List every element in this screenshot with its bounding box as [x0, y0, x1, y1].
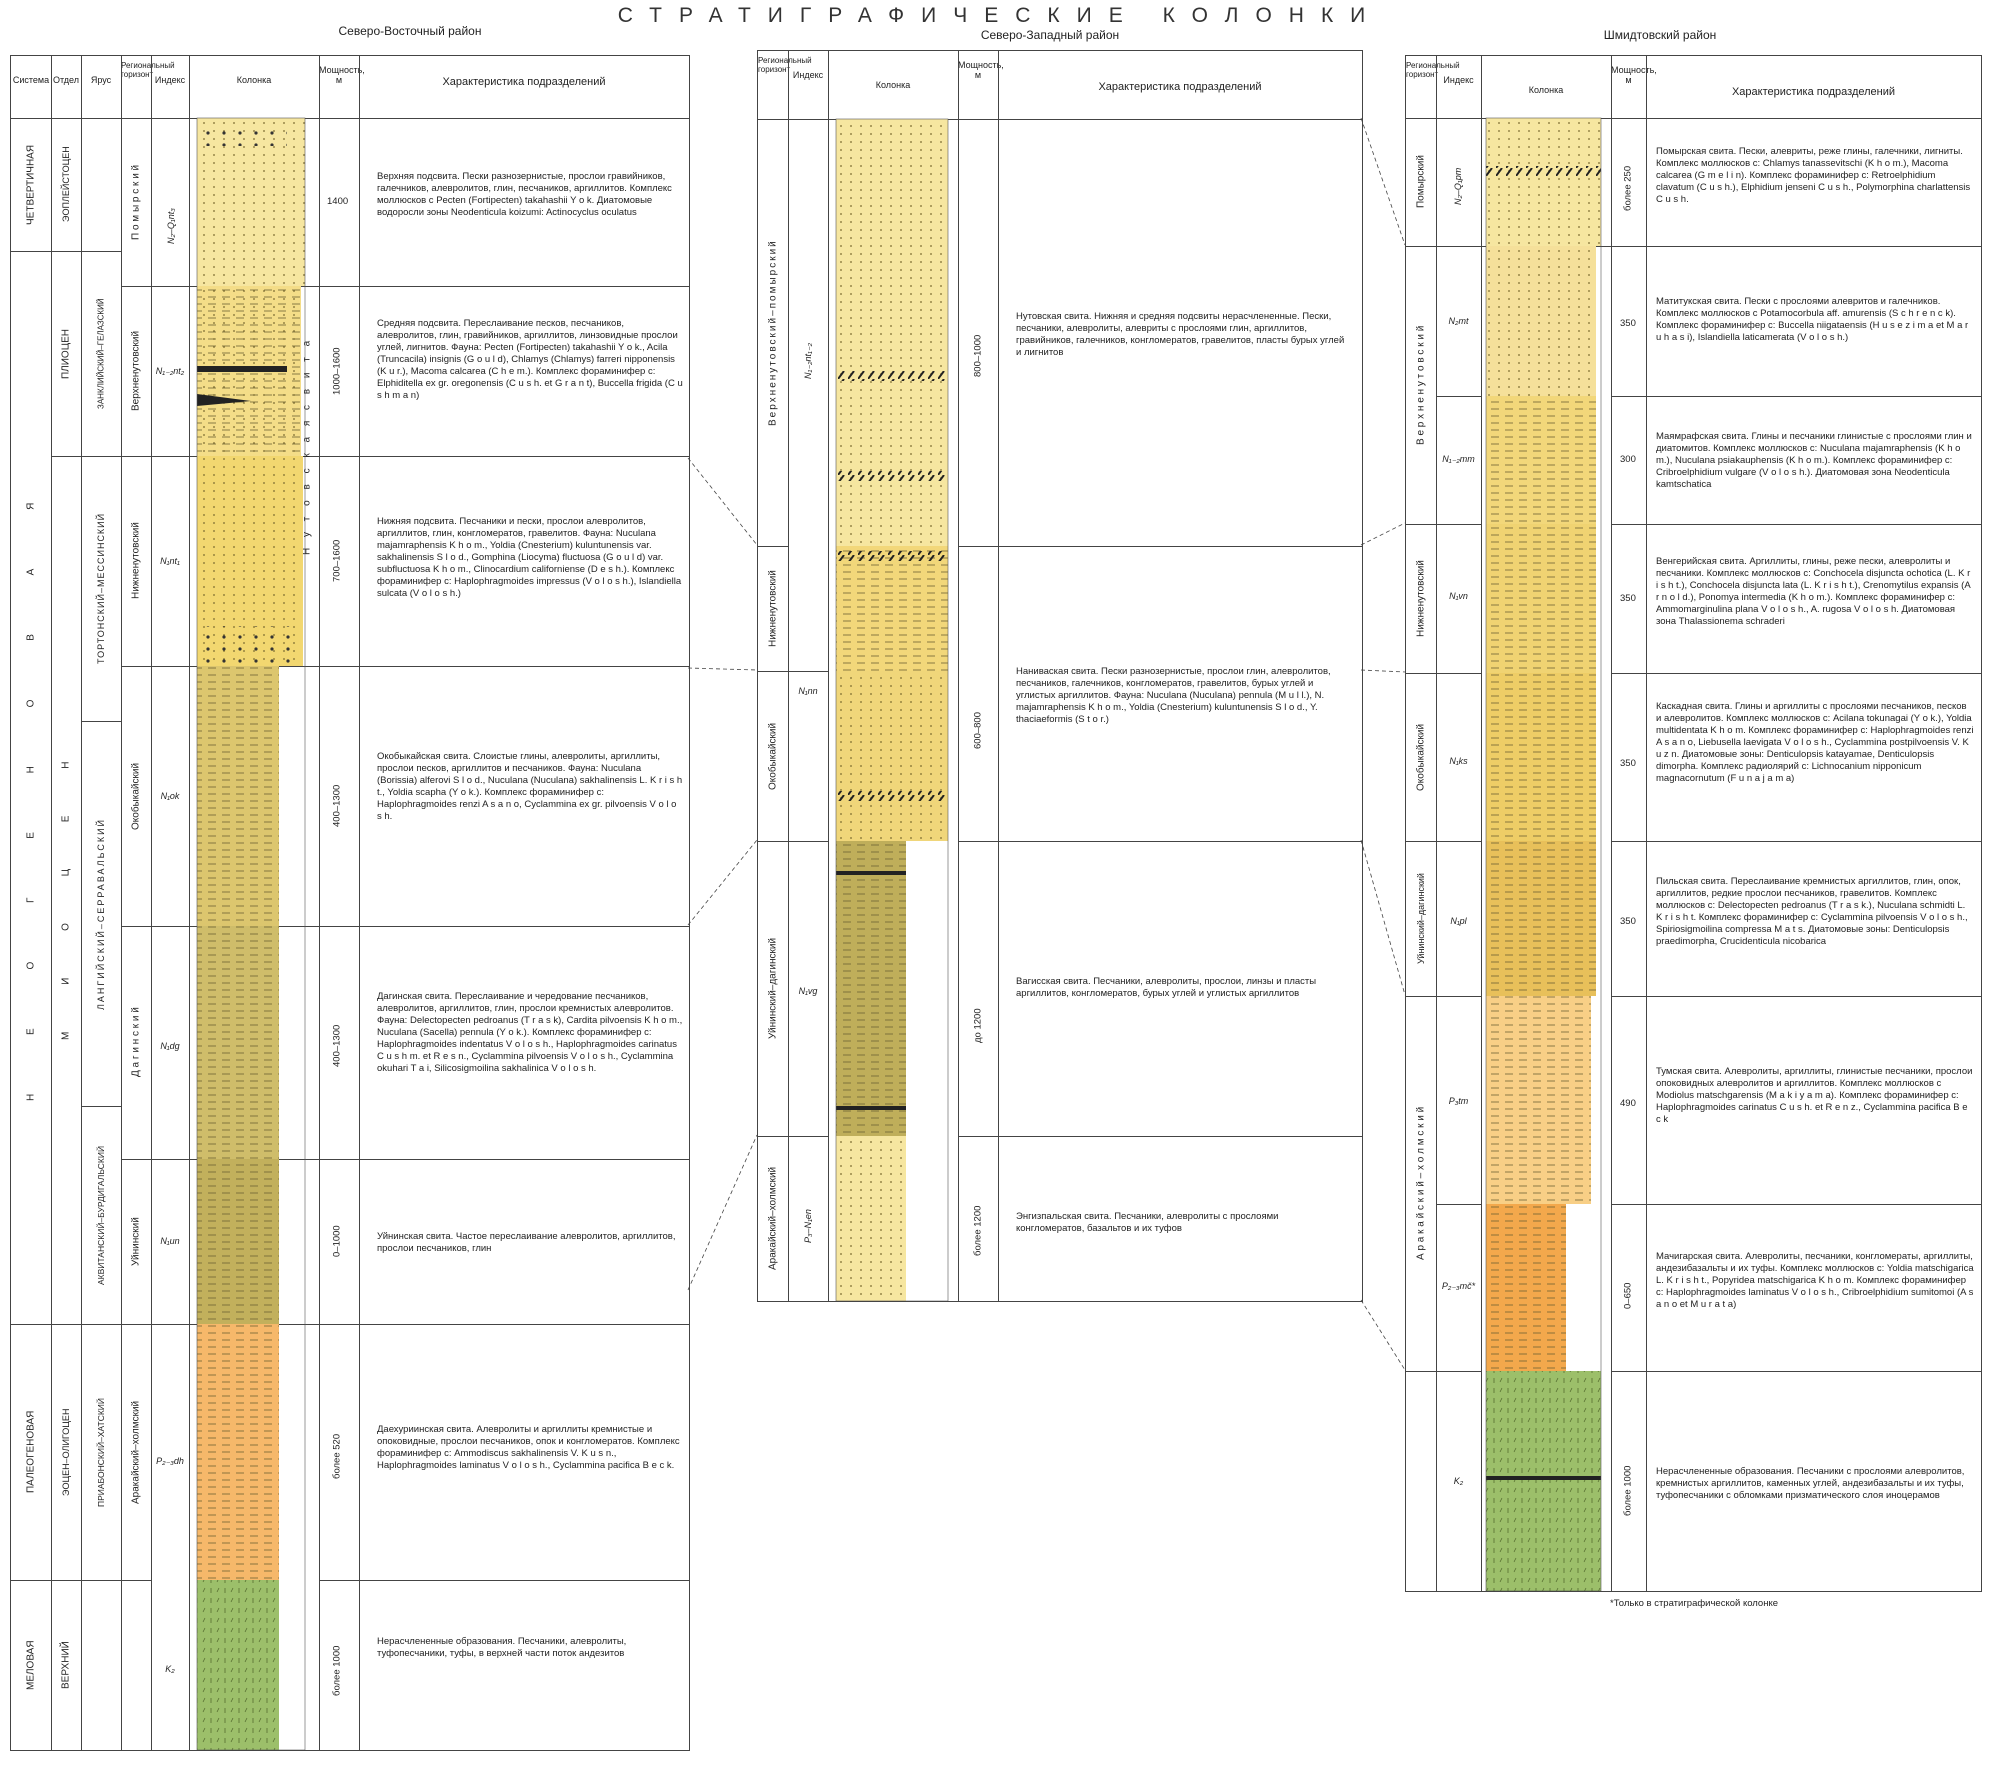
- desc-ne-6: Даехуриинская свита. Алевролиты и аргилл…: [377, 1424, 680, 1471]
- sh-header-characteristic: Характеристика подразделений: [1731, 86, 1896, 98]
- nw-index-2: N₁nn: [798, 686, 818, 696]
- lithology-column-ne: [196, 117, 306, 1750]
- nw-index-3: N₁vg: [798, 986, 818, 996]
- sh-header-thickness: Мощность, м: [1611, 65, 1657, 85]
- header-index: Индекс: [154, 75, 186, 85]
- sh-index-4: N₁ks: [1449, 756, 1468, 766]
- desc-ne-2: Нижняя подсвита. Песчаники и пески, прос…: [377, 516, 682, 599]
- sh-index-7: P₂₋₃mč*: [1441, 1281, 1476, 1291]
- nw-desc-0: Нутовская свита. Нижняя и средняя подсви…: [1016, 311, 1345, 358]
- header-stage: Ярус: [90, 75, 112, 85]
- sh-desc-2: Маямрафская свита. Глины и песчаники гли…: [1656, 431, 1972, 490]
- sh-thickness-3: 350: [1620, 593, 1636, 604]
- nw-header-characteristic: Характеристика подразделений: [1098, 81, 1262, 93]
- header-thickness: Мощность, м: [319, 65, 365, 85]
- index-ne-5: N₁un: [160, 1236, 180, 1246]
- sh-desc-8: Нерасчлененные образования. Песчаники с …: [1656, 1466, 1965, 1501]
- page-title: СТРАТИГРАФИЧЕСКИЕ КОЛОНКИ: [617, 4, 1383, 27]
- sh-thickness-6: 490: [1620, 1098, 1636, 1109]
- index-ne-2: N₁nt₁: [160, 556, 180, 566]
- nw-header-horizon: Региональный горизонт: [758, 56, 812, 74]
- header-horizon: Региональный горизонт: [121, 61, 175, 79]
- header-department: Отдел: [52, 75, 80, 85]
- sh-thickness-5: 350: [1620, 916, 1636, 927]
- desc-ne-1: Средняя подсвита. Переслаивание песков, …: [377, 318, 683, 401]
- header-characteristic: Характеристика подразделений: [442, 76, 606, 88]
- desc-ne-5: Уйнинская свита. Частое переслаивание ал…: [377, 1231, 676, 1254]
- sh-index-2: N₁₋₂mm: [1442, 454, 1475, 464]
- index-ne-3: N₁ok: [160, 791, 180, 801]
- lithology-column-sh: [1485, 117, 1602, 1591]
- desc-ne-3: Окобыкайская свита. Слоистые глины, алев…: [377, 751, 683, 822]
- lithology-column-nw: [835, 118, 949, 1301]
- footnote: *Только в стратиграфической колонке: [1610, 1598, 1779, 1609]
- index-ne-1: N₁₋₂nt₂: [155, 366, 185, 376]
- desc-ne-7: Нерасчлененные образования. Песчаники, а…: [377, 1636, 627, 1659]
- header-column: Колонка: [236, 75, 272, 85]
- sh-desc-7: Мачигарская свита. Алевролиты, песчаники…: [1656, 1251, 1974, 1310]
- sh-thickness-2: 300: [1620, 454, 1636, 465]
- column-table-sh: Региональный горизонт Индекс Колонка Мощ…: [1405, 55, 1982, 1592]
- column-table-ne: Система Отдел Ярус Региональный горизонт…: [10, 55, 690, 1751]
- index-ne-6: P₂₋₃dh: [156, 1456, 184, 1466]
- desc-ne-4: Дагинская свита. Переслаивание и чередов…: [377, 991, 683, 1074]
- nw-desc-2: Наниваская свита. Пески разнозернистые, …: [1016, 666, 1331, 725]
- sh-header-column: Колонка: [1528, 85, 1564, 95]
- sh-index-5: N₁pl: [1450, 916, 1467, 926]
- sh-desc-6: Тумская свита. Алевролиты, аргиллиты, гл…: [1656, 1066, 1973, 1125]
- sh-desc-1: Матитукская свита. Пески с прослоями але…: [1656, 296, 1969, 343]
- sh-desc-4: Каскадная свита. Глины и аргиллиты с про…: [1656, 701, 1974, 784]
- header-system: Система: [12, 75, 50, 85]
- sh-index-3: N₁vn: [1449, 591, 1468, 601]
- sh-desc-0: Помырская свита. Пески, алевриты, реже г…: [1656, 146, 1971, 205]
- sh-thickness-1: 350: [1620, 318, 1636, 329]
- sh-header-index: Индекс: [1443, 75, 1474, 85]
- nw-header-thickness: Мощность, м: [958, 60, 1004, 80]
- index-ne-4: N₁dg: [160, 1041, 180, 1051]
- column-table-nw: Региональный горизонт Индекс Колонка Мощ…: [757, 50, 1363, 1302]
- sh-index-6: P₃tm: [1448, 1096, 1469, 1106]
- region-title-ne: Северо-Восточный район: [338, 24, 482, 38]
- region-title-sh: Шмидтовский район: [1603, 28, 1717, 42]
- sh-index-1: N₂mt: [1448, 316, 1469, 326]
- sh-desc-3: Венгерийская свита. Аргиллиты, глины, ре…: [1656, 556, 1971, 627]
- index-ne-7: K₂: [165, 1664, 175, 1674]
- sh-index-8: K₂: [1453, 1476, 1464, 1486]
- nw-header-index: Индекс: [792, 70, 824, 80]
- sh-thickness-4: 350: [1620, 758, 1636, 769]
- sh-header-horizon: Региональный горизонт: [1406, 61, 1460, 79]
- nw-header-column: Колонка: [875, 80, 911, 90]
- sh-desc-5: Пильская свита. Переслаивание кремнистых…: [1656, 876, 1968, 947]
- region-title-nw: Северо-Западный район: [980, 28, 1120, 42]
- nw-desc-3: Вагисская свита. Песчаники, алевролиты, …: [1016, 976, 1317, 999]
- nw-desc-4: Энгизпальская свита. Песчаники, алевроли…: [1016, 1211, 1279, 1234]
- thickness-ne-0: 1400: [327, 196, 349, 207]
- desc-ne-0: Верхняя подсвита. Пески разнозернистые, …: [377, 171, 672, 218]
